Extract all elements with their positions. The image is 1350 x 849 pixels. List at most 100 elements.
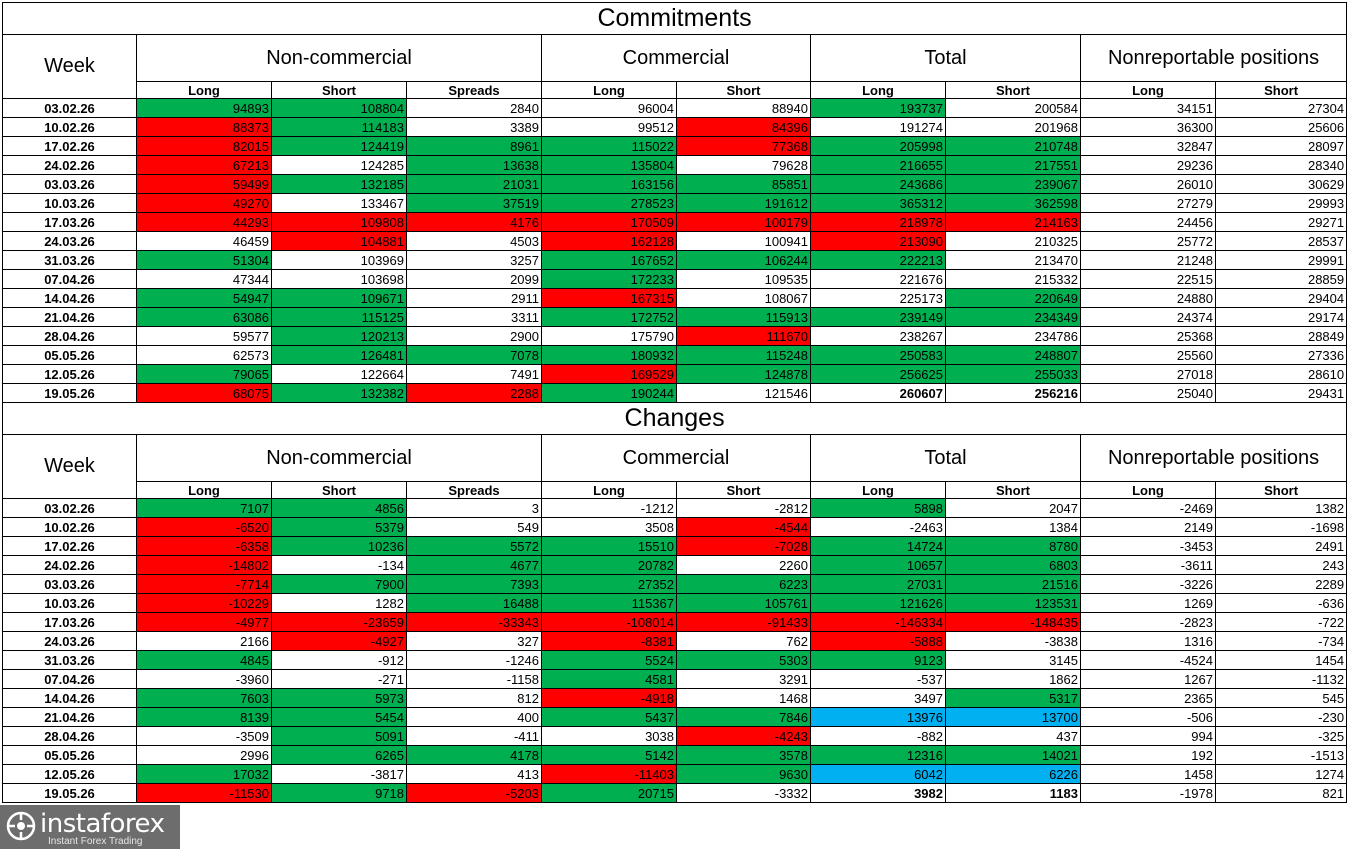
value-cell: 27018 bbox=[1080, 364, 1216, 384]
watermark-tagline: Instant Forex Trading bbox=[48, 836, 143, 847]
value-cell: -23659 bbox=[271, 612, 407, 632]
value-cell: 67213 bbox=[136, 155, 272, 175]
value-cell: 2289 bbox=[1214, 574, 1348, 594]
value-cell: 32847 bbox=[1080, 136, 1216, 156]
cot-report-table: Commitments Week Non-commercial Commercial T… bbox=[1, 2, 1348, 803]
value-cell: 256216 bbox=[945, 383, 1081, 403]
value-cell: 109535 bbox=[676, 269, 811, 289]
value-cell: 1454 bbox=[1214, 650, 1348, 670]
table-row: 03.02.26 7107 4856 3 -1212 -2812 5898 2047 -2469… bbox=[2, 498, 1348, 518]
value-cell: 437 bbox=[945, 726, 1081, 746]
value-cell: 103698 bbox=[271, 269, 407, 289]
sub-header: Long bbox=[1080, 481, 1216, 499]
week-cell: 31.03.26 bbox=[2, 250, 137, 270]
value-cell: 3508 bbox=[541, 517, 677, 537]
value-cell: 59499 bbox=[136, 174, 272, 194]
value-cell: 22515 bbox=[1080, 269, 1216, 289]
value-cell: 4178 bbox=[406, 745, 542, 765]
value-cell: 220649 bbox=[945, 288, 1081, 308]
value-cell: 163156 bbox=[541, 174, 677, 194]
value-cell: 105761 bbox=[676, 593, 811, 613]
group-header: Non-commercial bbox=[136, 34, 542, 82]
value-cell: 88940 bbox=[676, 98, 811, 118]
value-cell: -230 bbox=[1214, 707, 1348, 727]
value-cell: 47344 bbox=[136, 269, 272, 289]
value-cell: 167652 bbox=[541, 250, 677, 270]
value-cell: 3257 bbox=[406, 250, 542, 270]
value-cell: 5454 bbox=[271, 707, 407, 727]
value-cell: 49270 bbox=[136, 193, 272, 213]
value-cell: 25040 bbox=[1080, 383, 1216, 403]
value-cell: 5524 bbox=[541, 650, 677, 670]
value-cell: 27031 bbox=[810, 574, 946, 594]
value-cell: 20782 bbox=[541, 555, 677, 575]
value-cell: 1862 bbox=[945, 669, 1081, 689]
value-cell: 243 bbox=[1214, 555, 1348, 575]
value-cell: 29404 bbox=[1214, 288, 1348, 308]
value-cell: 172233 bbox=[541, 269, 677, 289]
value-cell: 36300 bbox=[1080, 117, 1216, 137]
value-cell: -4918 bbox=[541, 688, 677, 708]
value-cell: 13638 bbox=[406, 155, 542, 175]
value-cell: 327 bbox=[406, 631, 542, 651]
value-cell: 20715 bbox=[541, 783, 677, 803]
value-cell: -3453 bbox=[1080, 536, 1216, 556]
value-cell: 994 bbox=[1080, 726, 1216, 746]
value-cell: 10657 bbox=[810, 555, 946, 575]
value-cell: 243686 bbox=[810, 174, 946, 194]
sub-header: Long bbox=[136, 481, 272, 499]
value-cell: 225173 bbox=[810, 288, 946, 308]
value-cell: 1282 bbox=[271, 593, 407, 613]
week-cell: 03.02.26 bbox=[2, 498, 137, 518]
value-cell: 63086 bbox=[136, 307, 272, 327]
value-cell: 46459 bbox=[136, 231, 272, 251]
group-header: Commercial bbox=[541, 434, 811, 482]
value-cell: 13976 bbox=[810, 707, 946, 727]
value-cell: -2823 bbox=[1080, 612, 1216, 632]
value-cell: -5203 bbox=[406, 783, 542, 803]
value-cell: 1458 bbox=[1080, 764, 1216, 784]
value-cell: 135804 bbox=[541, 155, 677, 175]
value-cell: 2840 bbox=[406, 98, 542, 118]
value-cell: 4677 bbox=[406, 555, 542, 575]
table-row: 12.05.26 17032 -3817 413 -11403 9630 6042 6226 1… bbox=[2, 764, 1348, 784]
value-cell: 218978 bbox=[810, 212, 946, 232]
week-cell: 14.04.26 bbox=[2, 688, 137, 708]
value-cell: 5317 bbox=[945, 688, 1081, 708]
value-cell: 6265 bbox=[271, 745, 407, 765]
sub-header: Short bbox=[676, 81, 811, 99]
table-row: 17.02.26 82015 124419 8961 115022 77368 205998… bbox=[2, 136, 1348, 156]
value-cell: 122664 bbox=[271, 364, 407, 384]
sub-header: Short bbox=[1214, 81, 1348, 99]
value-cell: -912 bbox=[271, 650, 407, 670]
value-cell: -734 bbox=[1214, 631, 1348, 651]
value-cell: 2047 bbox=[945, 498, 1081, 518]
value-cell: 108804 bbox=[271, 98, 407, 118]
value-cell: 2099 bbox=[406, 269, 542, 289]
value-cell: 221676 bbox=[810, 269, 946, 289]
cot-report-sheet: Commitments Week Non-commercial Commercial T… bbox=[1, 2, 1348, 803]
value-cell: 30629 bbox=[1214, 174, 1348, 194]
section-title: Changes bbox=[1, 402, 1348, 435]
value-cell: 27304 bbox=[1214, 98, 1348, 118]
value-cell: 2911 bbox=[406, 288, 542, 308]
value-cell: -8381 bbox=[541, 631, 677, 651]
value-cell: -1212 bbox=[541, 498, 677, 518]
value-cell: 172752 bbox=[541, 307, 677, 327]
value-cell: 180932 bbox=[541, 345, 677, 365]
value-cell: -146334 bbox=[810, 612, 946, 632]
table-row: 24.03.26 46459 104881 4503 162128 100941 21309… bbox=[2, 231, 1348, 251]
table-row: 10.03.26 -10229 1282 16488 115367 105761 12162… bbox=[2, 593, 1348, 613]
value-cell: 239149 bbox=[810, 307, 946, 327]
table-row: 19.05.26 -11530 9718 -5203 20715 -3332 3982 118… bbox=[2, 783, 1348, 803]
value-cell: 7603 bbox=[136, 688, 272, 708]
value-cell: 27336 bbox=[1214, 345, 1348, 365]
value-cell: 82015 bbox=[136, 136, 272, 156]
value-cell: 260607 bbox=[810, 383, 946, 403]
value-cell: 115913 bbox=[676, 307, 811, 327]
value-cell: 25368 bbox=[1080, 326, 1216, 346]
group-header: Commercial bbox=[541, 34, 811, 82]
value-cell: 239067 bbox=[945, 174, 1081, 194]
value-cell: 84396 bbox=[676, 117, 811, 137]
value-cell: 51304 bbox=[136, 250, 272, 270]
